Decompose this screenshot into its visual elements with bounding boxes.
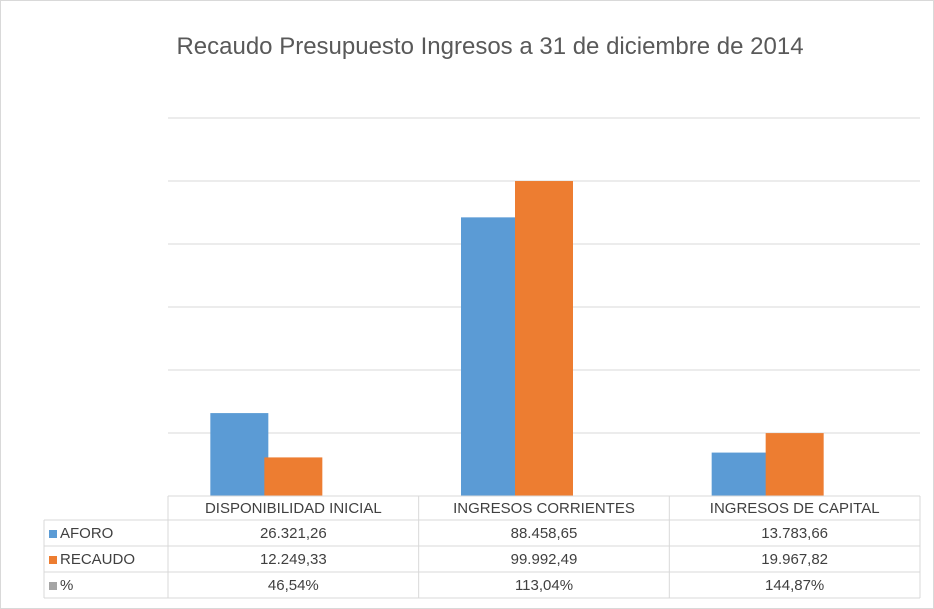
legend-label: % — [60, 577, 73, 594]
table-value: 144,87% — [765, 577, 824, 594]
table-value: 12.249,33 — [260, 551, 327, 568]
legend-key — [49, 530, 57, 538]
legend-label: AFORO — [60, 525, 113, 542]
table-value: 113,04% — [515, 577, 573, 594]
bar — [515, 181, 573, 496]
table-value: 19.967,82 — [761, 551, 828, 568]
category-label: INGRESOS DE CAPITAL — [710, 500, 880, 517]
bar — [461, 217, 519, 496]
table-value: 26.321,26 — [260, 525, 327, 542]
table-value: 99.992,49 — [511, 551, 578, 568]
table-value: 88.458,65 — [511, 525, 578, 542]
legend-key — [49, 582, 57, 590]
table-value: 13.783,66 — [761, 525, 828, 542]
bar — [711, 452, 770, 496]
bar — [264, 457, 323, 496]
category-label: INGRESOS CORRIENTES — [453, 500, 635, 517]
bar — [765, 433, 824, 496]
category-label: DISPONIBILIDAD INICIAL — [205, 500, 382, 517]
legend-key — [49, 556, 57, 564]
bar — [210, 413, 269, 496]
legend-label: RECAUDO — [60, 551, 135, 568]
chart-title: Recaudo Presupuesto Ingresos a 31 de dic… — [176, 33, 804, 60]
table-value: 46,54% — [268, 577, 319, 594]
